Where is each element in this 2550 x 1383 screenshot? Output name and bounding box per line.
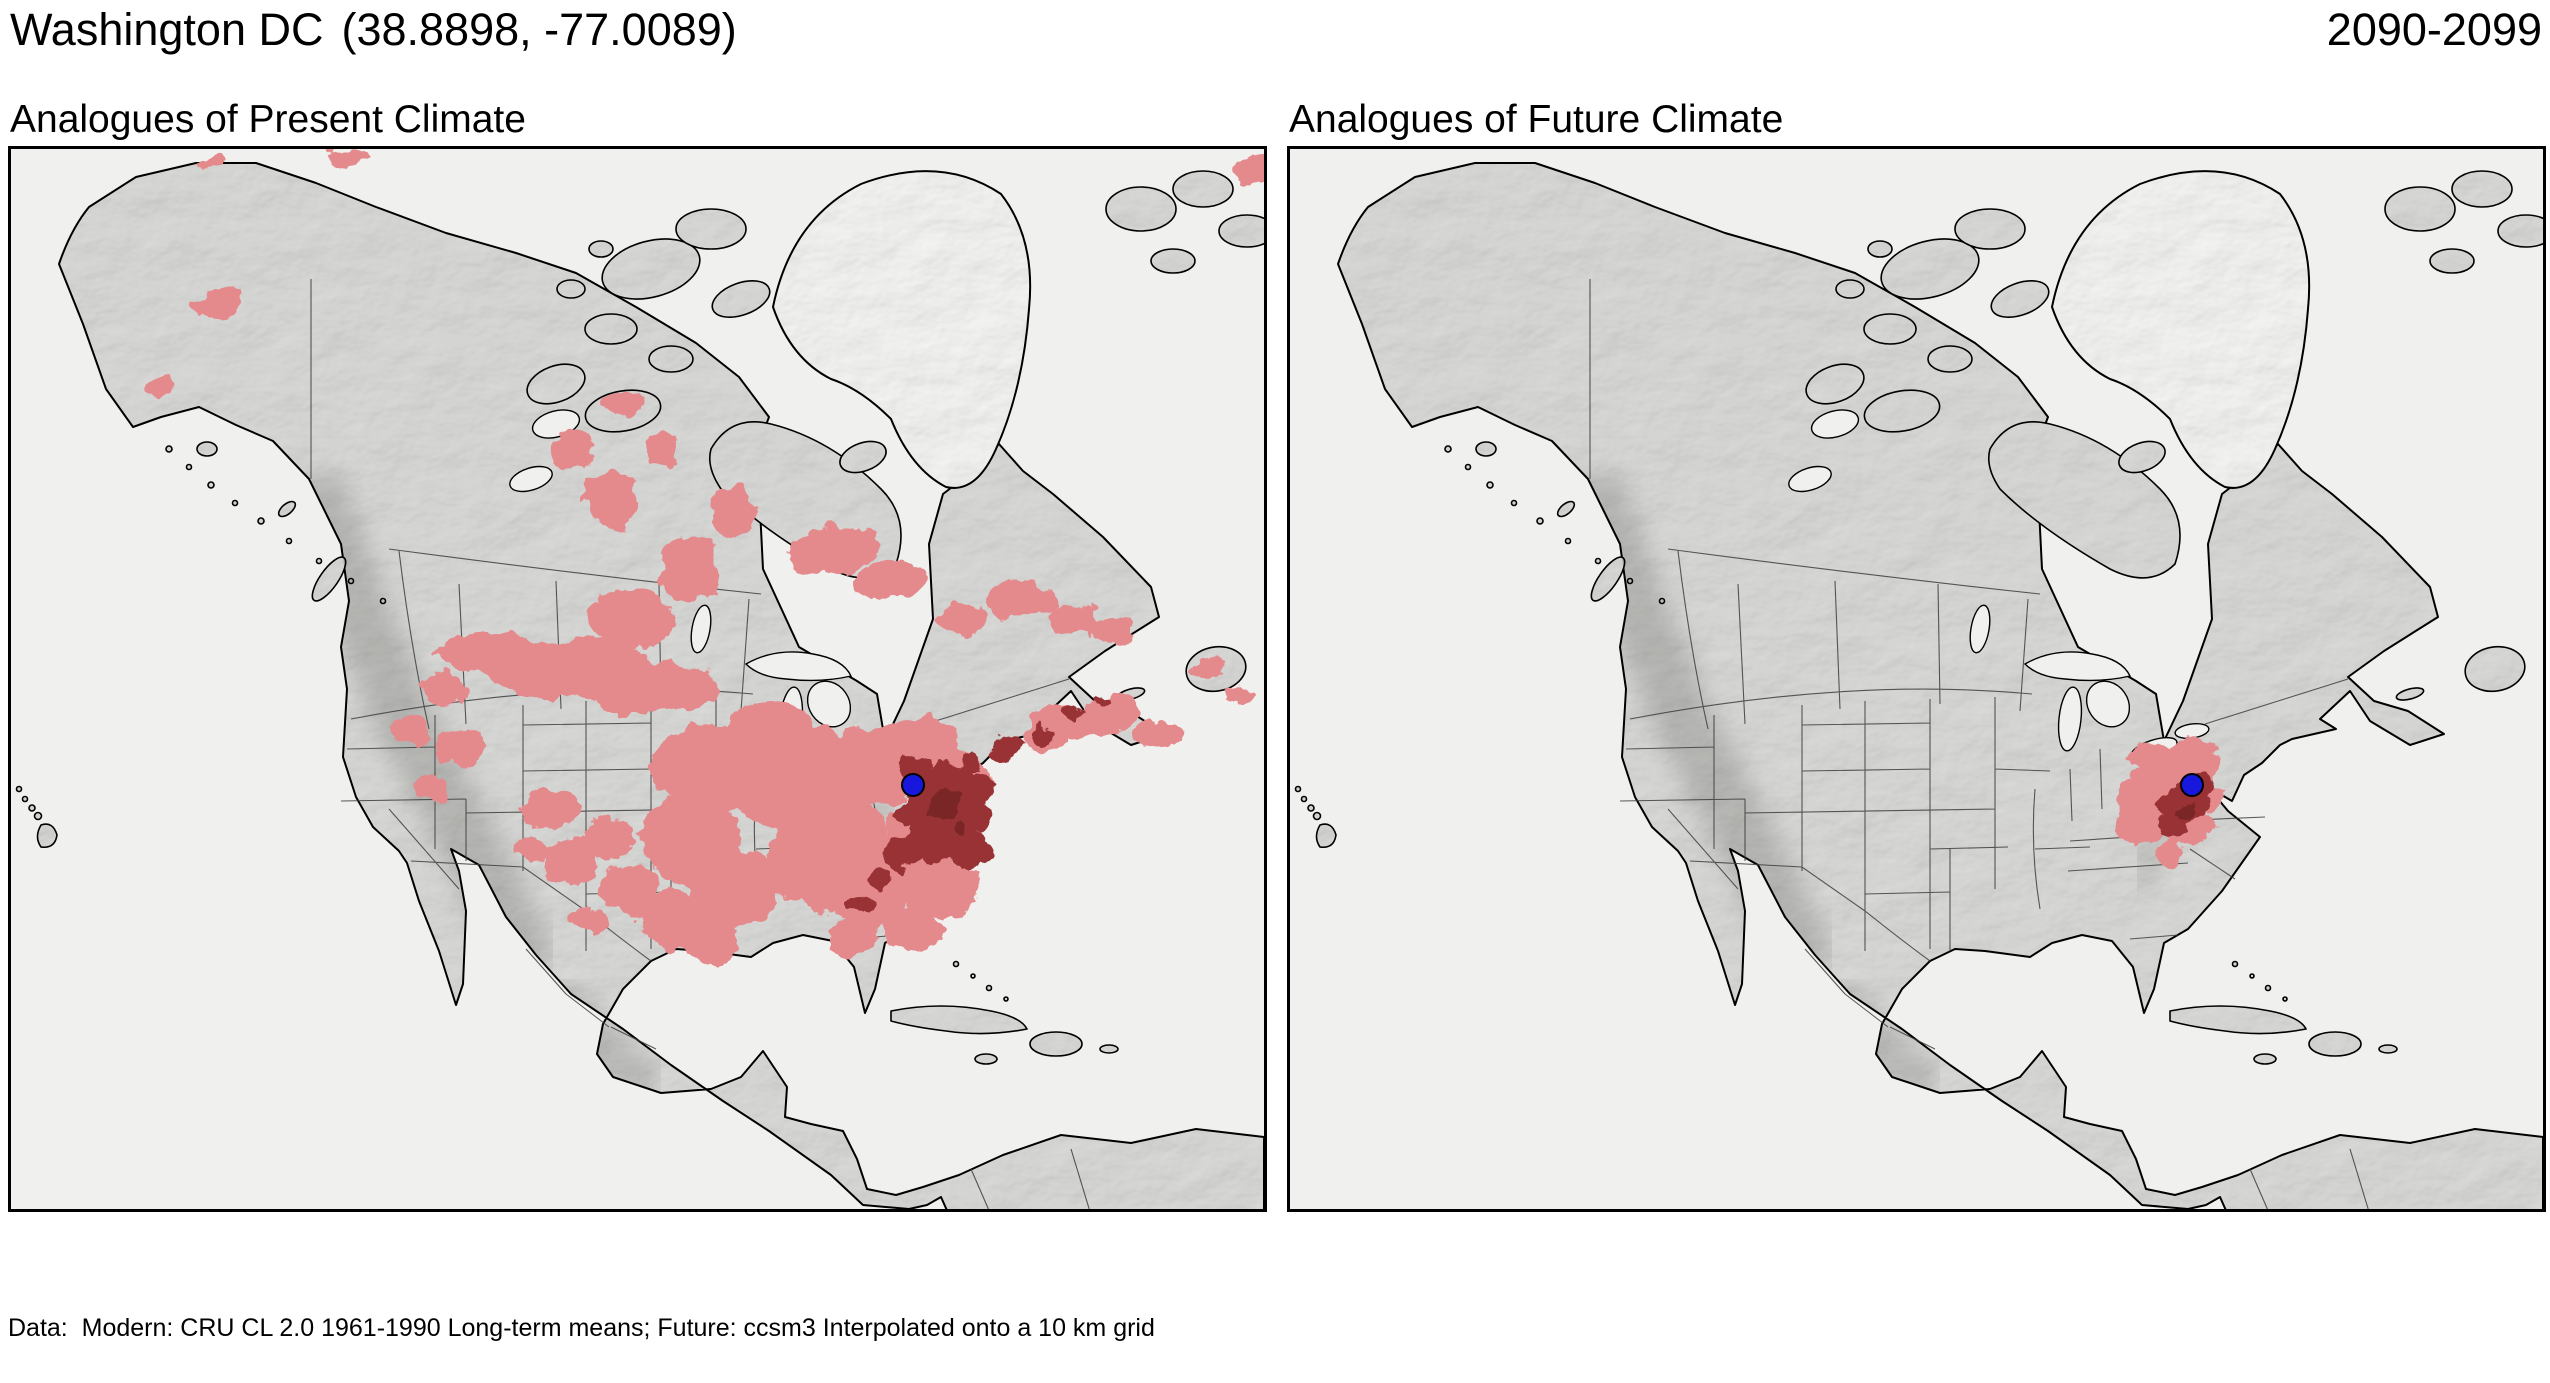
- panel-label-present: Analogues of Present Climate: [10, 98, 526, 141]
- map-panel-present: [8, 146, 1267, 1212]
- map-present-climate: [11, 149, 1264, 1209]
- time-period: 2090-2099: [2326, 4, 2542, 55]
- map-future-climate: [1290, 149, 2543, 1209]
- attribution-footer: Data: Modern: CRU CL 2.0 1961-1990 Long-…: [8, 1228, 1809, 1383]
- city-name: Washington DC: [10, 4, 324, 55]
- panel-label-future: Analogues of Future Climate: [1289, 98, 1784, 141]
- map-panel-future: [1287, 146, 2546, 1212]
- dc-location-marker: [2180, 773, 2204, 797]
- city-coordinates: (38.8898, -77.0089): [341, 4, 737, 55]
- dc-location-marker: [901, 773, 925, 797]
- footer-data-line: Data: Modern: CRU CL 2.0 1961-1990 Long-…: [8, 1314, 1155, 1342]
- page-title: Washington DC (38.8898, -77.0089): [10, 4, 737, 56]
